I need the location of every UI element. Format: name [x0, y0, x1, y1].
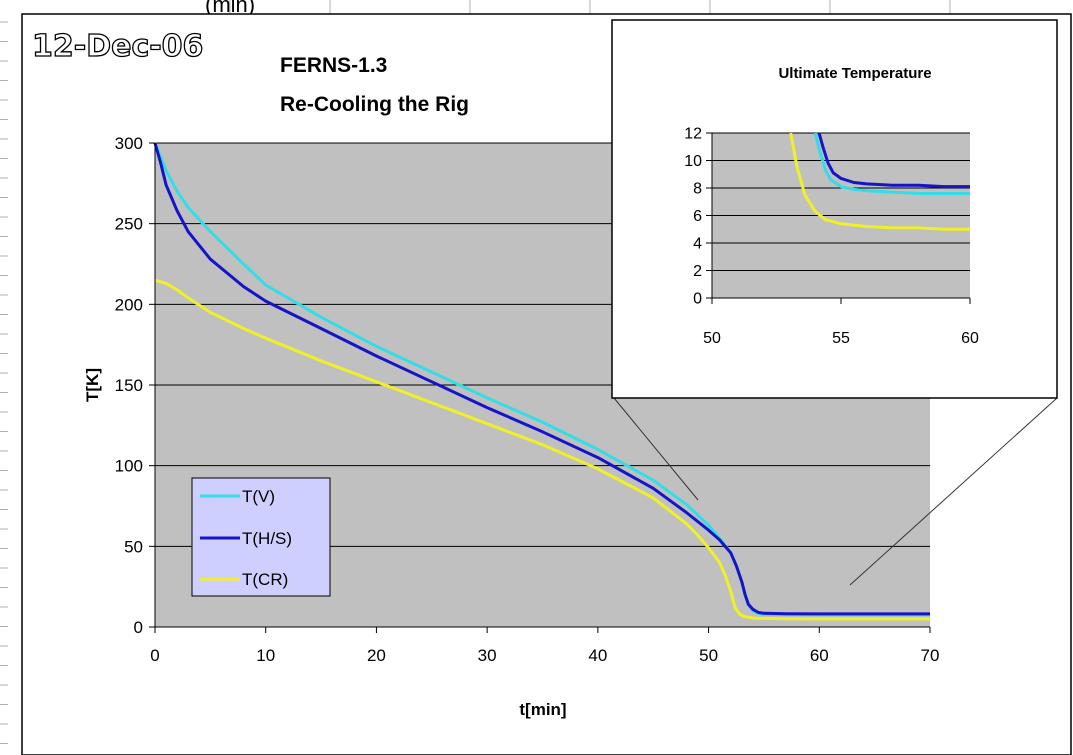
x-tick-label: 60 — [810, 646, 829, 665]
date-stamp: 12-Dec-06 — [32, 29, 203, 64]
legend-label-ths: T(H/S) — [242, 529, 292, 548]
x-tick-label: 50 — [699, 646, 718, 665]
y-tick-label: 0 — [134, 618, 143, 637]
inset-series-2 — [789, 132, 970, 231]
x-tick-label: 10 — [256, 646, 275, 665]
inset-gridlines — [712, 132, 970, 271]
inset-axes: 0 2 4 6 8 10 12 50 55 60 — [684, 126, 979, 347]
x-tick-label: 60 — [961, 330, 979, 347]
x-tick-label: 30 — [478, 646, 497, 665]
main-series-lines — [153, 142, 930, 621]
x-tick-label: 40 — [588, 646, 607, 665]
main-series-1 — [153, 142, 930, 616]
y-tick-label: 250 — [115, 215, 143, 234]
y-tick-label: 2 — [693, 263, 702, 280]
legend-label-tv: T(V) — [242, 487, 275, 506]
chart-title: FERNS-1.3 — [280, 54, 387, 77]
sheet-row-ticks — [0, 0, 951, 744]
x-tick-label: 55 — [832, 330, 850, 347]
y-tick-label: 8 — [693, 181, 702, 198]
y-tick-label: 300 — [115, 134, 143, 153]
inset-title: Ultimate Temperature — [778, 65, 931, 82]
y-tick-label: 50 — [124, 537, 143, 556]
callout-line-left — [613, 397, 699, 501]
main-series-2 — [154, 278, 930, 621]
header-fragment: (min) — [205, 0, 255, 17]
x-tick-label: 70 — [921, 646, 940, 665]
y-tick-label: 150 — [115, 376, 143, 395]
y-axis-label: T[K] — [83, 368, 102, 402]
legend-label-tcr: T(CR) — [242, 570, 288, 589]
x-tick-label: 0 — [150, 646, 159, 665]
y-tick-label: 200 — [115, 295, 143, 314]
inset-chart: Ultimate Temperature 0 2 4 6 8 10 12 50 55 60 — [611, 19, 1058, 399]
inset-series-1 — [817, 132, 970, 189]
y-tick-label: 4 — [693, 236, 702, 253]
y-tick-label: 10 — [684, 153, 702, 170]
y-tick-label: 0 — [693, 291, 702, 308]
y-tick-label: 6 — [693, 208, 702, 225]
y-tick-label: 12 — [684, 126, 702, 143]
x-tick-label: 20 — [367, 646, 386, 665]
x-axis-label: t[min] — [519, 700, 566, 719]
callout-line-right — [849, 397, 1058, 586]
x-tick-label: 50 — [703, 330, 721, 347]
chart-subtitle: Re-Cooling the Rig — [280, 93, 469, 116]
inset-series-lines — [789, 132, 970, 231]
inset-series-0 — [813, 132, 970, 195]
legend: T(V) T(H/S) T(CR) — [191, 477, 331, 597]
y-tick-label: 100 — [115, 457, 143, 476]
